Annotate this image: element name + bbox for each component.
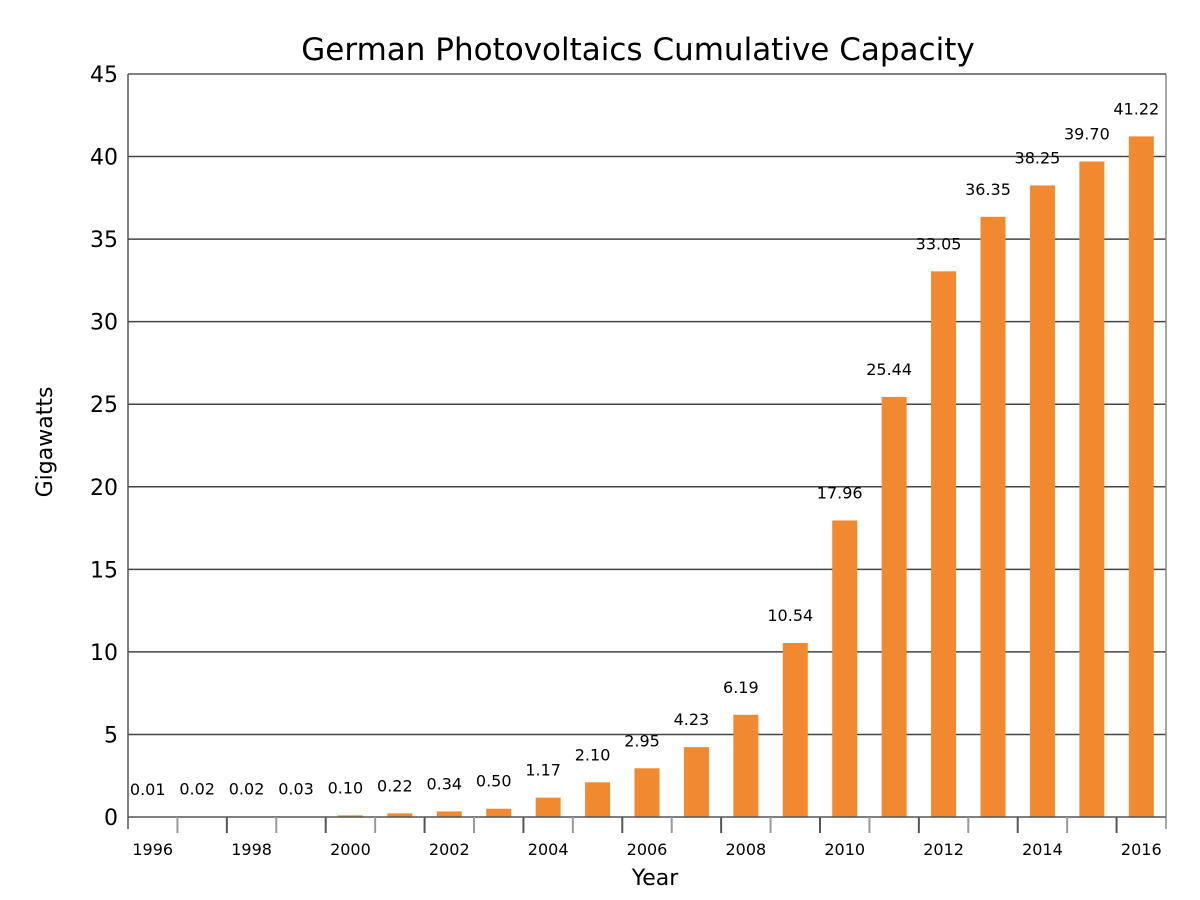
y-tick-label: 10 <box>90 641 118 666</box>
data-label: 0.03 <box>278 780 314 799</box>
x-tick-label: 1998 <box>231 840 272 859</box>
data-label: 4.23 <box>674 710 710 729</box>
data-label: 36.35 <box>965 180 1011 199</box>
data-label: 1.17 <box>525 761 561 780</box>
bar <box>881 396 907 817</box>
y-tick-label: 20 <box>90 476 118 501</box>
data-label: 25.44 <box>866 360 912 379</box>
y-tick-label: 15 <box>90 558 118 583</box>
bar <box>387 813 413 817</box>
bar <box>585 782 611 817</box>
y-tick-label: 35 <box>90 228 118 253</box>
data-label: 17.96 <box>817 483 863 502</box>
x-tick-label: 2014 <box>1022 840 1063 859</box>
x-axis-ticks: 1996 1998 2000 2002 2004 2006 2008 2010 2012 2014… <box>132 817 1162 859</box>
x-tick-label: 2006 <box>627 840 668 859</box>
data-label: 0.34 <box>426 774 462 793</box>
data-label: 0.50 <box>476 772 512 791</box>
data-labels: 0.01 0.02 0.02 0.03 0.10 0.22 0.34 0.50 1.17 2.10… <box>130 99 1159 798</box>
plot-frame <box>127 73 1167 829</box>
data-label: 39.70 <box>1064 125 1110 144</box>
x-tick-label: 2016 <box>1121 840 1162 859</box>
data-label: 33.05 <box>916 234 962 253</box>
bar <box>337 815 363 817</box>
bar <box>1029 185 1055 817</box>
bar <box>980 216 1006 817</box>
x-tick-label: 2004 <box>528 840 569 859</box>
data-label: 10.54 <box>767 606 813 625</box>
y-tick-label: 0 <box>104 806 118 831</box>
bar <box>486 808 512 817</box>
chart-title: German Photovoltaics Cumulative Capacity <box>301 32 974 68</box>
bar <box>1128 136 1154 818</box>
y-tick-label: 25 <box>90 393 118 418</box>
x-tick-label: 2002 <box>429 840 470 859</box>
bar <box>832 520 858 817</box>
y-axis-ticks: 0 5 10 15 20 25 30 35 40 45 <box>90 63 118 831</box>
y-tick-label: 30 <box>90 311 118 336</box>
x-tick-label: 2010 <box>824 840 865 859</box>
x-tick-label: 2000 <box>330 840 371 859</box>
bar <box>683 747 709 817</box>
data-label: 0.01 <box>130 780 166 799</box>
bar <box>535 797 561 817</box>
x-tick-label: 1996 <box>132 840 173 859</box>
bar <box>634 768 660 817</box>
bar <box>931 271 957 818</box>
data-label: 6.19 <box>723 678 759 697</box>
x-tick-label: 2012 <box>923 840 964 859</box>
y-axis-title: Gigawatts <box>33 387 58 498</box>
y-tick-label: 40 <box>90 146 118 171</box>
data-label: 0.02 <box>179 780 215 799</box>
bar <box>436 811 462 817</box>
data-label: 0.10 <box>328 778 364 797</box>
data-label: 2.10 <box>575 745 611 764</box>
bars <box>140 136 1154 818</box>
data-label: 41.22 <box>1113 99 1159 118</box>
bar <box>733 714 759 817</box>
data-label: 2.95 <box>624 731 660 750</box>
data-label: 0.02 <box>229 780 265 799</box>
y-tick-label: 45 <box>90 63 118 88</box>
data-label: 38.25 <box>1015 148 1061 167</box>
gridlines <box>128 155 1166 736</box>
data-label: 0.22 <box>377 776 413 795</box>
x-tick-label: 2008 <box>725 840 766 859</box>
bar <box>1079 161 1105 817</box>
y-tick-label: 5 <box>104 723 118 748</box>
x-axis-title: Year <box>631 866 680 891</box>
bar <box>782 642 808 817</box>
